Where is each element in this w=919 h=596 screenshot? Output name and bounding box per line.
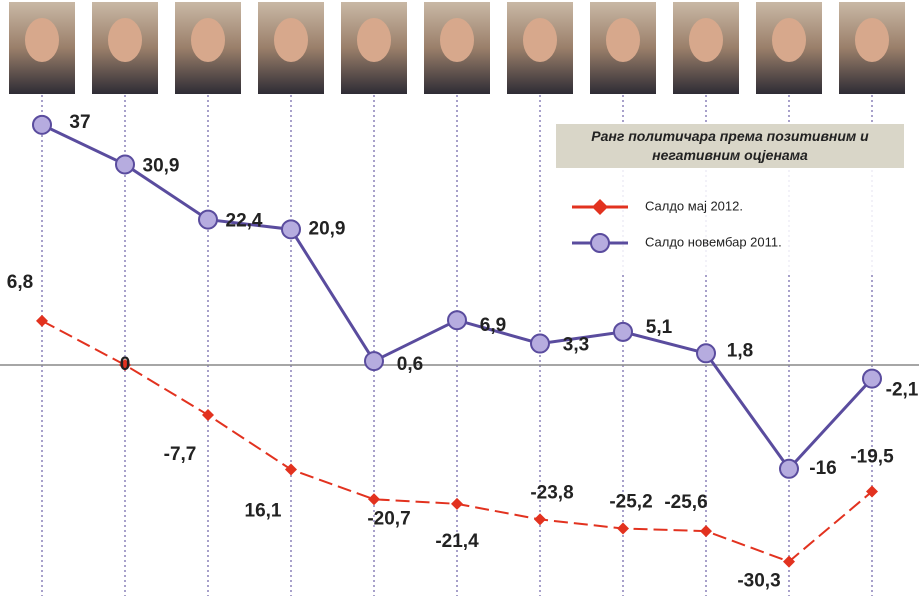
data-label: 16,1 xyxy=(245,500,282,521)
legend-label: Салдо новембар 2011. xyxy=(645,234,782,249)
data-label: -25,2 xyxy=(609,492,652,513)
data-label: -20,7 xyxy=(367,508,410,529)
marker xyxy=(866,485,878,498)
marker xyxy=(364,351,384,372)
marker xyxy=(36,314,48,327)
data-label: 22,4 xyxy=(226,211,263,232)
marker xyxy=(32,114,52,135)
data-label: -21,4 xyxy=(435,531,479,552)
photo-face xyxy=(523,18,557,62)
data-label: -16 xyxy=(809,458,836,479)
marker xyxy=(617,522,629,535)
data-label: 6,8 xyxy=(7,272,33,293)
photo-strip xyxy=(9,2,905,94)
photo-face xyxy=(25,18,59,62)
marker xyxy=(115,154,135,175)
marker xyxy=(119,358,131,371)
legend-marker xyxy=(590,233,610,253)
marker xyxy=(696,343,716,364)
photo-face xyxy=(357,18,391,62)
legend-label: Салдо мај 2012. xyxy=(645,198,743,213)
marker xyxy=(202,408,214,421)
data-label: -2,1 xyxy=(886,380,919,401)
photo-face xyxy=(606,18,640,62)
photo-face xyxy=(440,18,474,62)
data-label: 3,3 xyxy=(563,335,589,356)
marker xyxy=(285,463,297,476)
photo-face xyxy=(689,18,723,62)
data-label: 20,9 xyxy=(309,218,346,239)
photo-face xyxy=(855,18,889,62)
photo-face xyxy=(772,18,806,62)
data-label: 37 xyxy=(69,112,90,133)
data-label: 0,6 xyxy=(397,354,423,375)
data-label: 30,9 xyxy=(143,155,180,176)
marker xyxy=(198,209,218,230)
marker xyxy=(534,513,546,526)
photo-face xyxy=(274,18,308,62)
marker xyxy=(447,310,467,331)
marker xyxy=(783,555,795,568)
marker xyxy=(368,493,380,506)
marker xyxy=(700,525,712,538)
legend-marker xyxy=(592,199,608,215)
data-label: 0 xyxy=(120,354,131,375)
plot: 6,8 0 -7,7 16,1 -20,7 -21,4 -23,8 -25,2 -25,6 -30… xyxy=(0,95,919,596)
marker xyxy=(530,333,550,354)
data-label: -23,8 xyxy=(530,482,573,503)
marker xyxy=(779,458,799,479)
chart-title: Ранг политичара према позитивним и негат… xyxy=(556,124,904,168)
marker xyxy=(281,219,301,240)
data-label: -30,3 xyxy=(737,571,780,592)
data-label: -7,7 xyxy=(164,444,197,465)
data-label: -19,5 xyxy=(850,447,894,468)
photo-face xyxy=(108,18,142,62)
marker xyxy=(862,368,882,389)
data-label: 6,9 xyxy=(480,315,506,336)
photo-face xyxy=(191,18,225,62)
marker xyxy=(451,497,463,510)
marker xyxy=(613,321,633,342)
data-label: 5,1 xyxy=(646,317,673,338)
data-label: -25,6 xyxy=(664,492,707,513)
data-label: 1,8 xyxy=(727,340,753,361)
